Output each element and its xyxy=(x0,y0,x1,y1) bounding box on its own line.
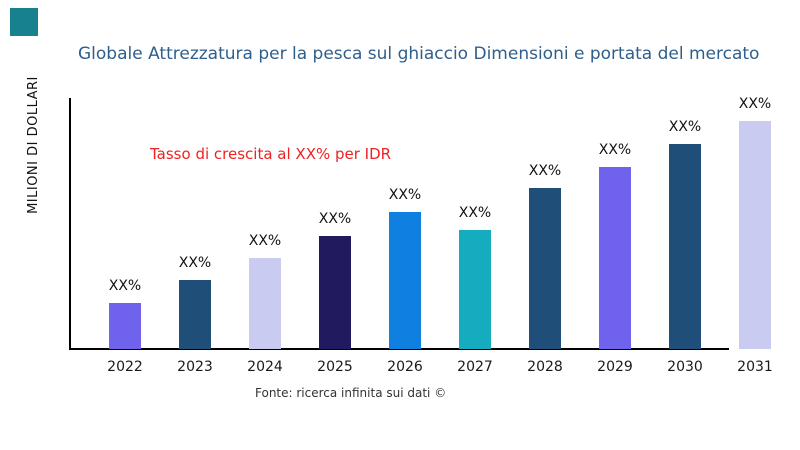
bar-2026 xyxy=(389,212,421,349)
bar-value-label-2029: XX% xyxy=(598,142,632,158)
x-tick-label-2027: 2027 xyxy=(457,359,493,375)
bar-value-label-2026: XX% xyxy=(388,187,422,203)
bar-value-label-2025: XX% xyxy=(318,211,352,227)
bar-2029 xyxy=(599,167,631,349)
y-axis-line xyxy=(69,98,71,350)
brand-logo-square xyxy=(10,8,38,36)
bar-2025 xyxy=(319,236,351,349)
bar-value-label-2031: XX% xyxy=(738,96,772,112)
x-tick-label-2024: 2024 xyxy=(247,359,283,375)
x-tick-label-2023: 2023 xyxy=(177,359,213,375)
bar-2031 xyxy=(739,121,771,349)
y-axis-label: MILIONI DI DOLLARI xyxy=(26,76,41,214)
bar-2024 xyxy=(249,258,281,349)
bar-2030 xyxy=(669,144,701,349)
bar-2027 xyxy=(459,230,491,349)
bar-2023 xyxy=(179,280,211,349)
x-tick-label-2028: 2028 xyxy=(527,359,563,375)
x-tick-label-2029: 2029 xyxy=(597,359,633,375)
bar-value-label-2027: XX% xyxy=(458,205,492,221)
chart-title: Globale Attrezzatura per la pesca sul gh… xyxy=(78,44,760,64)
bar-value-label-2023: XX% xyxy=(178,255,212,271)
bar-value-label-2030: XX% xyxy=(668,119,702,135)
bar-value-label-2022: XX% xyxy=(108,278,142,294)
bar-value-label-2024: XX% xyxy=(248,233,282,249)
bar-2028 xyxy=(529,188,561,349)
x-tick-label-2030: 2030 xyxy=(667,359,703,375)
x-tick-label-2022: 2022 xyxy=(107,359,143,375)
bar-2022 xyxy=(109,303,141,349)
x-tick-label-2026: 2026 xyxy=(387,359,423,375)
x-tick-label-2031: 2031 xyxy=(737,359,773,375)
growth-rate-annotation: Tasso di crescita al XX% per IDR xyxy=(150,145,392,163)
x-axis-line xyxy=(69,348,729,350)
x-tick-label-2025: 2025 xyxy=(317,359,353,375)
bar-value-label-2028: XX% xyxy=(528,163,562,179)
source-caption: Fonte: ricerca infinita sui dati © xyxy=(255,386,447,400)
